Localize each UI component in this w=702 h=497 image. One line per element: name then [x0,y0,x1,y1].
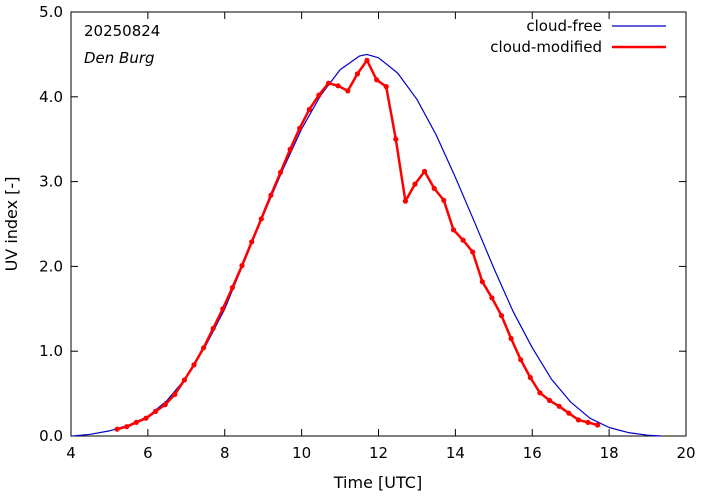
data-point-cloud-modified [239,263,245,269]
data-point-cloud-modified [585,419,591,425]
data-point-cloud-modified [201,345,207,351]
data-point-cloud-modified [306,106,312,113]
data-point-cloud-modified [498,313,505,319]
data-point-cloud-modified [258,216,264,222]
data-point-cloud-modified [412,181,418,187]
data-point-cloud-modified [316,92,322,98]
date-annotation: 20250824 [84,22,160,40]
x-tick-label: 6 [143,444,153,462]
data-point-cloud-modified [124,424,130,430]
data-point-cloud-modified [143,415,149,421]
data-point-cloud-modified [566,410,572,416]
x-tick-label: 12 [369,444,388,462]
y-tick-label: 4.0 [39,88,63,106]
x-tick-label: 8 [220,444,230,462]
data-point-cloud-modified [556,403,562,409]
data-point-cloud-modified [287,146,293,152]
station-annotation: Den Burg [84,49,155,67]
y-tick-label: 1.0 [39,342,63,360]
y-tick-label: 5.0 [39,3,63,21]
data-point-cloud-modified [383,84,389,90]
y-axis-label: UV index [-] [2,177,21,272]
data-point-cloud-modified [402,198,408,204]
x-tick-label: 4 [66,444,76,462]
data-point-cloud-modified [537,390,543,396]
legend-label-cloud-free: cloud-free [526,17,602,35]
data-point-cloud-modified [595,422,601,428]
y-tick-label: 2.0 [39,257,63,275]
legend-label-cloud-modified: cloud-modified [490,38,602,56]
data-point-cloud-modified [422,168,428,174]
legend: cloud-free cloud-modified [490,17,666,56]
data-point-cloud-modified [431,185,437,191]
data-point-cloud-modified [133,419,139,425]
data-point-cloud-modified [470,249,476,255]
data-point-cloud-modified [153,408,159,414]
axis-ticks: 4 6 8 10 12 14 16 18 20 0.0 1.0 2.0 3.0 4.0 5.0 [39,3,695,462]
data-point-cloud-modified [335,83,341,89]
data-point-cloud-modified [325,80,332,86]
data-point-cloud-modified [191,362,197,368]
data-point-cloud-modified [249,239,255,245]
series-line-cloud-free [72,53,662,437]
data-point-cloud-modified [527,374,533,381]
data-point-cloud-modified [181,377,187,383]
data-point-cloud-modified [345,88,351,94]
data-point-cloud-modified [364,57,370,63]
data-point-cloud-modified [546,397,553,403]
data-point-cloud-modified [508,335,514,342]
data-point-cloud-modified [210,325,216,331]
x-tick-label: 18 [600,444,619,462]
x-tick-label: 10 [292,444,311,462]
series-line-cloud-modified [116,59,598,431]
data-point-cloud-modified [172,391,178,397]
data-point-cloud-modified [229,285,235,291]
data-point-cloud-modified [268,192,274,198]
x-tick-label: 14 [446,444,465,462]
data-point-cloud-modified [479,279,485,285]
series-layer [72,53,662,437]
data-point-cloud-modified [114,426,120,432]
data-point-cloud-modified [489,295,495,301]
x-tick-label: 20 [676,444,695,462]
data-point-cloud-modified [460,237,466,243]
data-point-cloud-modified [393,136,399,142]
data-point-cloud-modified [575,417,582,423]
x-tick-label: 16 [523,444,542,462]
plot-frame [70,11,687,437]
y-tick-label: 3.0 [39,173,63,191]
data-point-cloud-modified [277,169,284,175]
data-point-cloud-modified [374,77,380,83]
x-axis-label: Time [UTC] [333,473,422,492]
data-point-cloud-modified [441,197,447,203]
data-point-cloud-modified [518,357,524,363]
plot-frame-group [70,11,687,437]
data-point-cloud-modified [220,306,226,312]
data-point-cloud-modified [354,71,360,77]
data-point-cloud-modified [162,402,168,408]
data-point-cloud-modified [450,227,457,233]
y-tick-label: 0.0 [39,427,63,445]
data-point-cloud-modified [297,125,303,131]
